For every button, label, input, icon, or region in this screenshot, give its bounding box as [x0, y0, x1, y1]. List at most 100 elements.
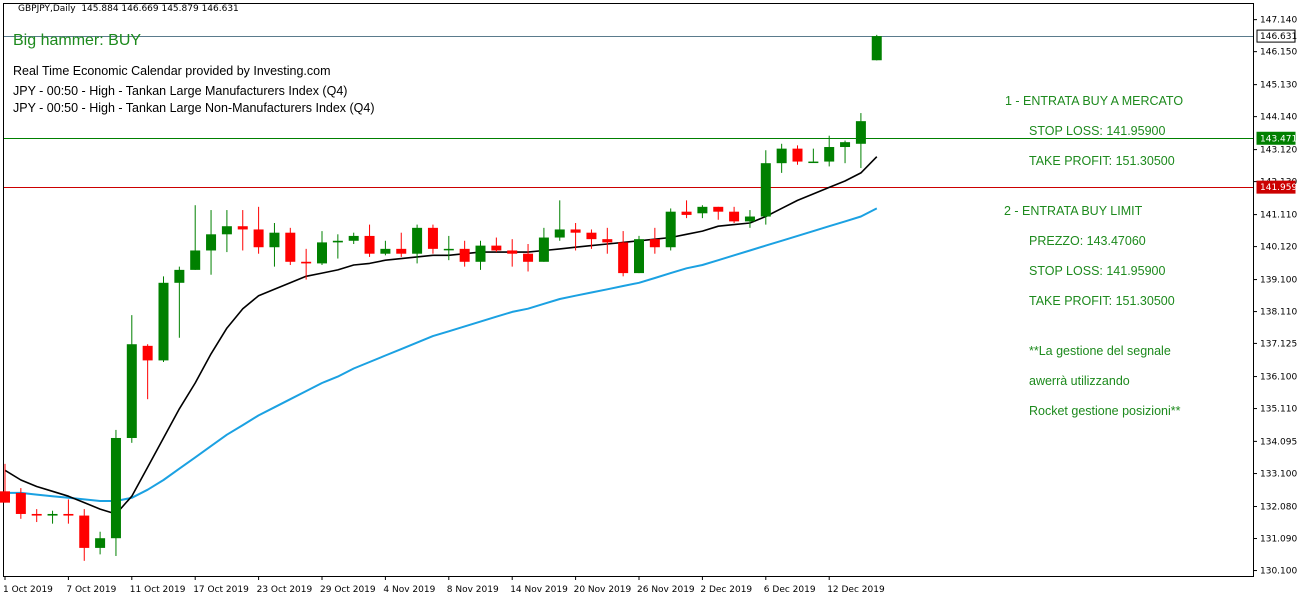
management-note: **La gestione del segnale — [1029, 344, 1171, 358]
entry-limit-title: 2 - ENTRATA BUY LIMIT — [1004, 204, 1143, 218]
candle — [634, 235, 644, 274]
candle-body — [110, 437, 121, 539]
price-level-tag — [1256, 29, 1296, 43]
candle — [744, 210, 755, 228]
candle — [443, 235, 454, 261]
candle — [871, 34, 882, 61]
entry-market-take-profit: TAKE PROFIT: 151.30500 — [1029, 154, 1175, 168]
price-level-tag-label: 146.631 — [1260, 32, 1297, 42]
candle — [649, 227, 660, 254]
candle-body — [792, 148, 803, 162]
candle-body — [475, 245, 486, 262]
candle — [63, 499, 74, 524]
candle — [840, 140, 851, 164]
candle — [79, 509, 90, 561]
management-note: Rocket gestione posizioni** — [1029, 404, 1181, 418]
candle — [126, 315, 137, 443]
candle — [729, 206, 740, 223]
candle — [681, 200, 692, 219]
x-tick-label: 20 Nov 2019 — [574, 585, 632, 595]
signal-label: Big hammer: BUY — [13, 32, 142, 49]
candle — [570, 222, 581, 251]
x-tick-label: 1 Oct 2019 — [3, 585, 53, 595]
entry-limit-take-profit: TAKE PROFIT: 151.30500 — [1029, 294, 1175, 308]
candle — [824, 135, 835, 167]
candle-body — [729, 211, 740, 222]
candle — [760, 150, 771, 225]
candle — [348, 232, 359, 245]
candle-body — [665, 211, 676, 248]
candle — [586, 229, 597, 249]
candle-body — [317, 242, 327, 264]
candle-body — [871, 36, 882, 61]
candle — [491, 237, 502, 253]
candle — [317, 231, 327, 266]
price-level-tag — [1256, 131, 1296, 145]
candle — [380, 240, 391, 256]
entry-market-stop-loss: STOP LOSS: 141.95900 — [1029, 124, 1166, 138]
entry-limit-price: PREZZO: 143.47060 — [1029, 234, 1146, 248]
candle — [427, 224, 438, 254]
candle-body — [332, 240, 343, 243]
candle-body — [158, 282, 169, 361]
candle-body — [285, 232, 296, 262]
candle-body — [507, 250, 518, 254]
candle-body — [649, 239, 660, 248]
y-tick-label: 132.080 — [1260, 503, 1297, 513]
candle-body — [95, 538, 106, 548]
candle-body — [364, 235, 375, 254]
y-tick-label: 141.110 — [1260, 211, 1297, 221]
candle-body — [126, 344, 137, 438]
candle-body — [221, 226, 232, 235]
candle-body — [396, 248, 407, 254]
calendar-event: JPY - 00:50 - High - Tankan Large Non-Ma… — [13, 101, 375, 115]
candle-body — [190, 250, 201, 270]
x-tick-label: 26 Nov 2019 — [637, 585, 695, 595]
candle-body — [760, 163, 771, 217]
x-tick-label: 23 Oct 2019 — [257, 585, 313, 595]
y-tick-label: 131.090 — [1260, 535, 1297, 545]
x-tick-label: 29 Oct 2019 — [320, 585, 376, 595]
candle-body — [824, 147, 835, 162]
price-level-tag-label: 143.471 — [1260, 134, 1297, 144]
candle-body — [776, 148, 787, 164]
candle — [554, 200, 565, 241]
candle-body — [380, 248, 391, 254]
candle — [206, 210, 217, 275]
price-level-tag-label: 141.959 — [1260, 183, 1297, 193]
candle-body — [681, 211, 692, 215]
x-tick-label: 7 Oct 2019 — [66, 585, 116, 595]
calendar-title: Real Time Economic Calendar provided by … — [13, 64, 331, 78]
candle — [110, 429, 121, 556]
candle-body — [713, 206, 724, 212]
candle — [855, 113, 866, 169]
y-tick-label: 145.130 — [1260, 81, 1297, 91]
candle-body — [348, 235, 359, 241]
y-tick-label: 134.095 — [1260, 437, 1297, 447]
time-axis: 1 Oct 2019 7 Oct 2019 11 Oct 2019 17 Oct 20… — [3, 576, 885, 595]
candle-body — [63, 513, 74, 516]
candle-body — [269, 232, 280, 248]
candle-body — [79, 515, 90, 548]
candle — [459, 240, 470, 267]
candle — [95, 531, 106, 555]
candle — [792, 145, 803, 165]
candle-body — [744, 216, 755, 222]
y-tick-label: 139.100 — [1260, 276, 1297, 286]
price-axis: 147.140146.150145.130144.140143.120142.1… — [1253, 16, 1297, 577]
entry-market-title: 1 - ENTRATA BUY A MERCATO — [1005, 94, 1184, 108]
candle — [364, 224, 375, 257]
candle — [142, 344, 153, 400]
y-tick-label: 137.125 — [1260, 339, 1297, 349]
candle-body — [47, 513, 58, 516]
x-tick-label: 14 Nov 2019 — [510, 585, 568, 595]
candle-body — [15, 492, 26, 514]
ma-fast-line — [4, 156, 878, 515]
candle — [538, 227, 549, 262]
candlesticks — [0, 34, 882, 561]
candle — [269, 222, 280, 267]
candle-body — [808, 161, 819, 164]
candle — [285, 227, 296, 266]
ohlc-readout: 145.884 146.669 145.879 146.631 — [81, 4, 239, 14]
